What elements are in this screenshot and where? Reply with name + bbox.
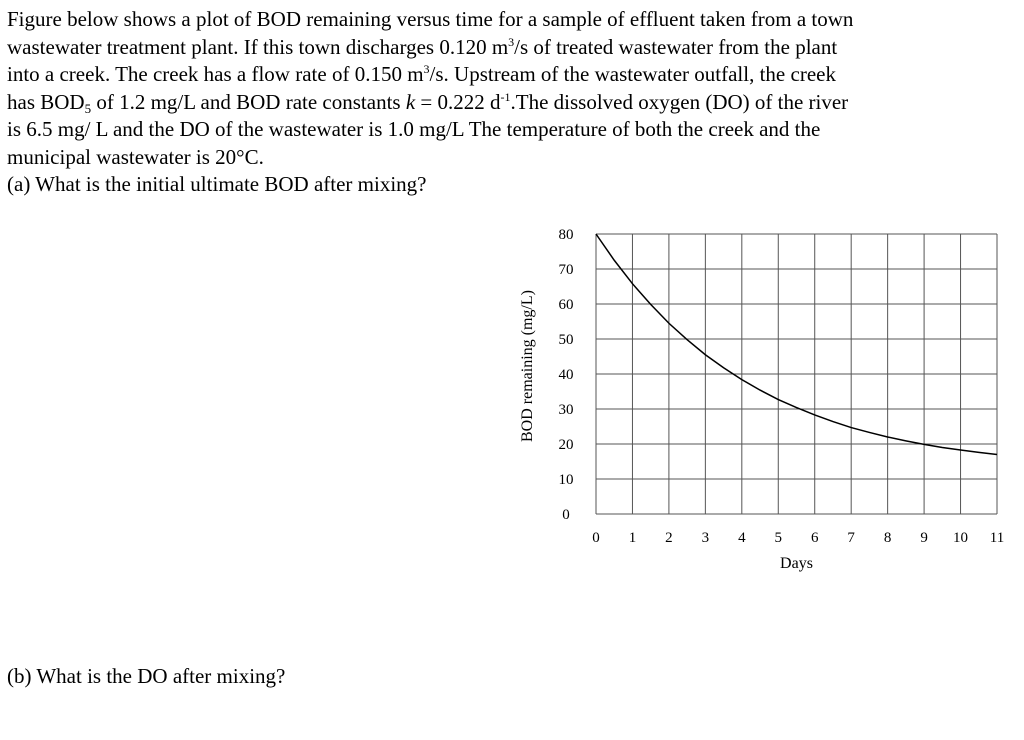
text-segment: into a creek. The creek has a flow rate … [7, 62, 424, 86]
question-a: (a) What is the initial ultimate BOD aft… [7, 172, 427, 196]
x-tick-label: 7 [847, 530, 855, 546]
y-tick-label: 70 [559, 262, 574, 278]
y-tick-label: 50 [559, 332, 574, 348]
chart-axis-labels: 0 1 2 3 4 5 6 7 8 9 10 11 80 70 60 50 40 30 20 10 0 Days BOD r… [519, 227, 1004, 572]
superscript: -1 [500, 89, 511, 104]
chart-grid [595, 233, 998, 515]
problem-line-3: into a creek. The creek has a flow rate … [7, 61, 1012, 89]
y-axis-title: BOD remaining (mg/L) [519, 290, 536, 442]
problem-line-4: has BOD5 of 1.2 mg/L and BOD rate consta… [7, 89, 1012, 117]
x-tick-label: 10 [953, 530, 968, 546]
x-tick-label: 3 [702, 530, 710, 546]
superscript: 3 [508, 34, 515, 49]
text-segment: .The dissolved oxygen (DO) of the river [510, 89, 849, 114]
problem-line-2: wastewater treatment plant. If this town… [7, 34, 1012, 62]
text-segment: has BOD [7, 89, 85, 114]
superscript: 3 [423, 62, 430, 76]
y-tick-label: 30 [559, 402, 574, 418]
problem-line-5: is 6.5 mg/ L and the DO of the wastewate… [7, 117, 821, 141]
x-tick-label: 9 [920, 530, 928, 546]
x-tick-label: 5 [775, 530, 783, 546]
bod-remaining-curve [595, 233, 998, 456]
y-tick-label: 0 [562, 507, 570, 523]
problem-statement: Figure below shows a plot of BOD remaini… [7, 6, 1012, 171]
problem-line-6: municipal wastewater is 20°C. [7, 144, 264, 169]
subscript: 5 [84, 100, 92, 116]
problem-line-1: Figure below shows a plot of BOD remaini… [7, 7, 854, 31]
y-tick-label: 20 [559, 437, 574, 453]
question-b: (b) What is the DO after mixing? [7, 664, 286, 688]
y-tick-label: 40 [559, 367, 574, 383]
x-tick-label: 0 [592, 530, 600, 546]
rate-constant-symbol: k [405, 89, 416, 114]
text-segment: wastewater treatment plant. If this town… [7, 34, 509, 59]
x-tick-label: 1 [629, 530, 637, 546]
x-tick-label: 11 [990, 530, 1004, 546]
text-segment: of 1.2 mg/L and BOD rate constants [91, 89, 406, 114]
y-tick-label: 60 [559, 297, 574, 313]
y-tick-label: 80 [559, 227, 574, 243]
x-tick-label: 8 [884, 530, 892, 546]
text-segment: /s of treated wastewater from the plant [514, 34, 838, 59]
text-segment: /s. Upstream of the wastewater outfall, … [429, 62, 836, 86]
text-segment: = 0.222 d [415, 89, 501, 114]
x-axis-title: Days [780, 555, 813, 572]
bod-chart: 0 1 2 3 4 5 6 7 8 9 10 11 80 70 60 50 40 30 20 10 0 Days BOD r… [519, 227, 1004, 572]
y-tick-label: 10 [559, 472, 574, 488]
x-tick-label: 2 [665, 530, 673, 546]
x-tick-label: 6 [811, 530, 819, 546]
x-tick-label: 4 [738, 530, 746, 546]
